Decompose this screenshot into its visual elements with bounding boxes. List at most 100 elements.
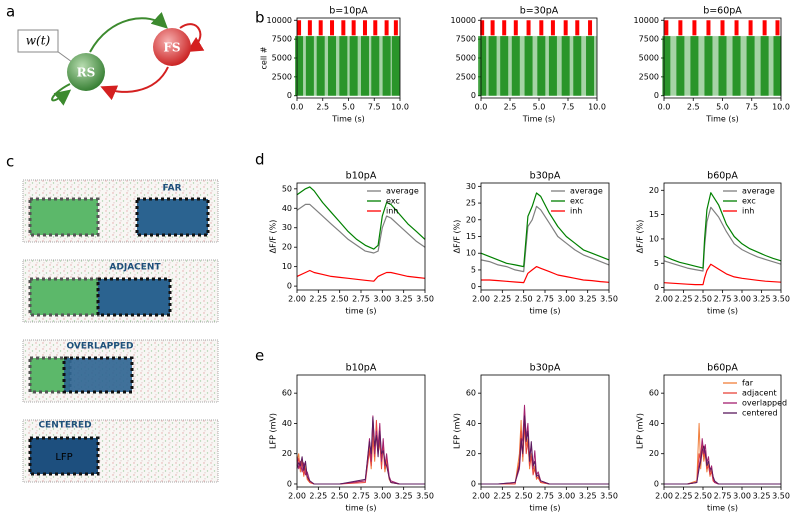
x-tick-label: 10.0 (588, 103, 606, 112)
lfp-region (28, 436, 100, 476)
y-tick-label: 40 (282, 204, 292, 213)
y-tick-label: 40 (649, 419, 659, 428)
inh-burst (330, 20, 335, 36)
x-tick-label: 2.25 (309, 295, 327, 304)
y-tick-label: 30 (282, 223, 292, 232)
y-tick-label: 20 (466, 449, 476, 458)
exc-burst (561, 36, 570, 96)
inh-burst (720, 20, 725, 36)
x-tick-label: 2.75 (536, 295, 554, 304)
exc-burst (360, 36, 369, 96)
exc-burst (511, 36, 520, 96)
inh-burst (539, 20, 544, 36)
y-tick-label: 5000 (272, 54, 292, 63)
inh-burst (362, 20, 367, 36)
y-tick-label: 0 (471, 91, 476, 100)
x-tick-label: 3.00 (373, 492, 391, 501)
exc-burst (524, 36, 533, 96)
inh-burst (393, 20, 398, 36)
series-line (664, 438, 781, 485)
x-tick-label: 2.5 (316, 103, 329, 112)
y-tick-label: 0 (471, 282, 476, 291)
x-tick-label: 2.75 (714, 295, 732, 304)
x-tick-label: 3.50 (600, 295, 618, 304)
series-line (481, 266, 610, 284)
panel-label: c (6, 153, 14, 171)
exc-burst (316, 36, 325, 96)
y-tick-label: 10 (466, 249, 476, 258)
series-line (296, 416, 425, 485)
x-tick-label: 2.25 (493, 295, 511, 304)
exc-burst (328, 36, 337, 96)
fs-node (153, 28, 191, 66)
legend-label: inh (742, 207, 754, 216)
panel-label: b (255, 9, 265, 27)
x-tick-label: 3.50 (416, 295, 434, 304)
x-axis-label: time (s) (707, 504, 738, 513)
chart-title: b60pA (707, 363, 738, 374)
x-tick-label: 2.00 (472, 492, 490, 501)
x-tick-label: 3.50 (600, 492, 618, 501)
input-label: w(t) (26, 34, 51, 48)
chart-title: b30pA (530, 363, 561, 374)
config-label: CENTERED (38, 421, 91, 431)
legend-label: overlapped (742, 399, 787, 408)
inh-burst (513, 20, 518, 36)
x-axis-label: time (s) (345, 504, 376, 513)
y-axis-label: LFP (mV) (453, 413, 462, 449)
inh-burst (384, 20, 389, 36)
axes-frame (480, 182, 610, 291)
series-line (663, 206, 782, 272)
inh-burst (490, 20, 495, 36)
placement-schematic: FAR ADJACENT OVERLAPPED CENTERED LFP (22, 179, 219, 483)
y-tick-label: 20 (282, 243, 292, 252)
exc-burst (500, 36, 509, 96)
y-tick-label: 15 (466, 232, 476, 241)
x-tick-label: 3.00 (557, 492, 575, 501)
exc-burst (478, 36, 487, 96)
x-tick-label: 2.50 (331, 492, 349, 501)
axes-frame (296, 17, 401, 99)
x-axis-label: time (s) (707, 307, 738, 316)
exc-burst (718, 36, 727, 96)
y-tick-label: 10 (282, 262, 292, 271)
lfp-region (135, 197, 210, 237)
x-tick-label: 3.00 (557, 295, 575, 304)
series-line (481, 419, 609, 485)
y-tick-label: 20 (649, 449, 659, 458)
chart-title: b=60pA (703, 6, 742, 17)
chart-title: b=10pA (329, 6, 368, 17)
axes-frame (663, 17, 782, 99)
stim-region (28, 197, 100, 237)
x-tick-label: 2.25 (675, 492, 693, 501)
inh-burst (734, 20, 739, 36)
exc-burst (662, 36, 671, 96)
x-tick-label: 2.5 (687, 103, 700, 112)
legend-label: adjacent (742, 389, 777, 398)
y-axis-label: ΔF/F (%) (453, 220, 462, 254)
y-tick-label: 10 (649, 234, 659, 243)
arrow (89, 11, 168, 53)
y-axis-label: LFP (mV) (269, 413, 278, 449)
inh-burst (307, 20, 312, 36)
x-tick-label: 2.25 (493, 492, 511, 501)
inh-burst (526, 20, 531, 36)
series-line (664, 445, 781, 485)
legend-label: centered (742, 409, 778, 418)
y-tick-label: 5 (471, 265, 476, 274)
series-line (481, 422, 609, 485)
x-tick-label: 2.00 (655, 295, 673, 304)
x-tick-label: 3.50 (416, 492, 434, 501)
y-tick-label: 0 (471, 479, 476, 488)
x-tick-label: 7.5 (368, 103, 381, 112)
exc-burst (586, 36, 595, 96)
y-tick-label: 15 (649, 210, 659, 219)
inh-burst (692, 20, 697, 36)
y-tick-label: 2500 (456, 72, 476, 81)
x-tick-label: 2.50 (694, 295, 712, 304)
exc-burst (573, 36, 582, 96)
series-line (480, 192, 610, 268)
y-tick-label: 0 (654, 91, 659, 100)
exc-burst (676, 36, 685, 96)
